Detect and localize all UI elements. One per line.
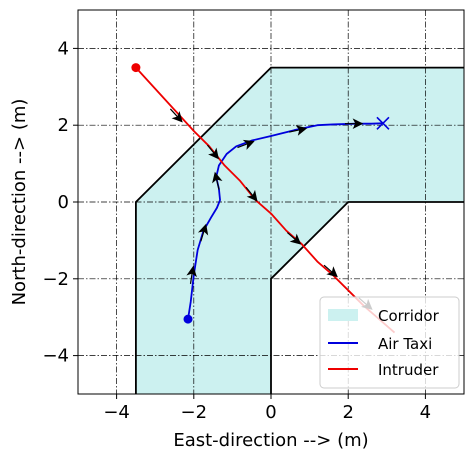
x-tick-label: 0 <box>265 402 276 423</box>
intruder-direction-arrow <box>169 108 183 123</box>
x-tick-label: −2 <box>181 402 208 423</box>
ticks: −4 −2 0 2 4 −4 −2 0 2 4 <box>42 38 431 423</box>
air-taxi-direction-arrow <box>237 139 255 150</box>
legend-label-intruder: Intruder <box>378 361 439 379</box>
intruder-direction-arrow <box>245 186 258 202</box>
x-axis-label: East-direction --> (m) <box>173 430 368 451</box>
intruder-direction-arrow <box>286 232 302 245</box>
intruder-direction-arrow <box>206 144 219 160</box>
air-taxi-direction-arrow <box>344 118 364 130</box>
legend-label-air-taxi: Air Taxi <box>378 335 432 353</box>
intruder-line <box>135 66 396 334</box>
legend: Corridor Air Taxi Intruder <box>319 296 460 389</box>
air-taxi-direction-arrow <box>289 125 308 136</box>
y-tick-label: −4 <box>42 346 69 367</box>
y-tick-label: 2 <box>58 115 69 136</box>
air-taxi-end-marker <box>376 116 390 130</box>
intruder-start-marker <box>131 63 141 73</box>
corridor-outer-boundary <box>134 66 464 394</box>
x-tick-label: −4 <box>103 402 130 423</box>
intruder-direction-arrow <box>323 264 338 278</box>
y-tick-label: 4 <box>58 38 69 59</box>
air-taxi-direction-arrow <box>212 171 223 190</box>
corridor-area <box>135 67 464 394</box>
air-taxi-line <box>187 122 383 320</box>
air-taxi-start-marker <box>183 314 193 324</box>
air-taxi-direction-arrow <box>197 223 209 242</box>
x-tick-label: 2 <box>342 402 353 423</box>
series-layer <box>131 63 396 334</box>
x-tick-label: 4 <box>420 402 431 423</box>
y-tick-label: −2 <box>42 269 69 290</box>
legend-label-corridor: Corridor <box>378 307 440 325</box>
legend-swatch-corridor <box>328 309 358 321</box>
y-axis-label: North-direction --> (m) <box>9 99 30 306</box>
air-taxi-direction-arrow <box>186 265 197 284</box>
y-tick-label: 0 <box>58 192 69 213</box>
